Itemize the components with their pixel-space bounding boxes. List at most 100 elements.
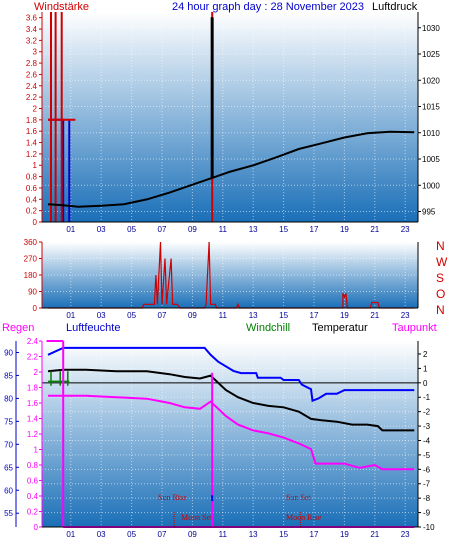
p1-x-tick-03: 03 xyxy=(97,225,106,234)
wind-tick-1.6: 1.6 xyxy=(26,127,38,136)
p2-x-tick-05: 05 xyxy=(127,311,136,320)
p2-x-tick-07: 07 xyxy=(158,311,167,320)
wind-tick-2.8: 2.8 xyxy=(26,59,38,68)
p2-x-tick-03: 03 xyxy=(97,311,106,320)
temp-tick-1: 1 xyxy=(423,364,428,373)
humidity-tick-75: 75 xyxy=(4,417,13,426)
rain-tick-0.2: 0.2 xyxy=(27,508,39,517)
wind-tick-2: 2 xyxy=(33,104,38,113)
p3-x-tick-07: 07 xyxy=(158,530,167,539)
direction-tick-270: 270 xyxy=(24,255,38,264)
dewpoint-label: Taupunkt xyxy=(392,322,437,334)
rain-label: Regen xyxy=(2,322,34,334)
direction-tick-360: 360 xyxy=(24,238,38,247)
p1-x-tick-01: 01 xyxy=(66,225,75,234)
p2-x-tick-11: 11 xyxy=(219,311,228,320)
p3-x-tick-03: 03 xyxy=(97,530,106,539)
wind-tick-3.4: 3.4 xyxy=(26,25,38,34)
rain-tick-1: 1 xyxy=(34,446,39,455)
humidity-label: Luftfeuchte xyxy=(66,322,120,334)
rain-tick-0: 0 xyxy=(34,523,39,532)
sun-set-label: Sun Set xyxy=(286,493,311,502)
axes-layer: 01 03 05 07 09 11 13 15 17 19 21 2300.20.40.60.811.… xyxy=(4,12,440,539)
wind-tick-1.8: 1.8 xyxy=(26,116,38,125)
rain-tick-0.4: 0.4 xyxy=(27,492,39,501)
p3-x-tick-01: 01 xyxy=(66,530,75,539)
rain-tick-0.6: 0.6 xyxy=(27,477,39,486)
temp-tick--5: -5 xyxy=(423,451,431,460)
direction-label-o: O xyxy=(436,287,445,301)
p2-x-tick-23: 23 xyxy=(401,311,410,320)
p1-x-tick-11: 11 xyxy=(219,225,228,234)
panel-wind-pressure xyxy=(42,12,418,222)
p1-x-tick-05: 05 xyxy=(127,225,136,234)
pressure-tick-1020: 1020 xyxy=(422,76,440,85)
p1-x-tick-23: 23 xyxy=(401,225,410,234)
wind-tick-0.8: 0.8 xyxy=(26,173,38,182)
p1-x-tick-19: 19 xyxy=(340,225,349,234)
p1-x-tick-07: 07 xyxy=(158,225,167,234)
direction-label-w: W xyxy=(436,255,448,269)
panel-wind-direction xyxy=(42,242,418,308)
temperature-line xyxy=(47,368,415,432)
temp-tick-0: 0 xyxy=(423,379,428,388)
direction-tick-90: 90 xyxy=(28,288,37,297)
p2-x-tick-01: 01 xyxy=(66,311,75,320)
wind-tick-1.4: 1.4 xyxy=(26,139,38,148)
humidity-tick-80: 80 xyxy=(4,394,13,403)
windchill-label: Windchill xyxy=(246,322,290,334)
wind-tick-2.2: 2.2 xyxy=(26,93,38,102)
temp-tick-2: 2 xyxy=(423,350,428,359)
temp-tick--1: -1 xyxy=(423,393,431,402)
temp-tick--10: -10 xyxy=(423,523,435,532)
dewpoint-line xyxy=(48,394,415,471)
temp-tick--6: -6 xyxy=(423,465,431,474)
wind-tick-1.2: 1.2 xyxy=(26,150,38,159)
direction-label-n1: N xyxy=(436,239,445,253)
temp-tick--2: -2 xyxy=(423,408,431,417)
p1-x-tick-13: 13 xyxy=(249,225,258,234)
wind-axis-label: Windstärke xyxy=(34,1,89,13)
p3-x-tick-09: 09 xyxy=(188,530,197,539)
wind-tick-2.4: 2.4 xyxy=(26,82,38,91)
p3-x-tick-23: 23 xyxy=(401,530,410,539)
rain-tick-1.6: 1.6 xyxy=(27,399,39,408)
temp-tick--4: -4 xyxy=(423,436,431,445)
pressure-tick-1005: 1005 xyxy=(422,155,440,164)
temp-tick--3: -3 xyxy=(423,422,431,431)
humidity-tick-90: 90 xyxy=(4,348,13,357)
rain-tick-0.8: 0.8 xyxy=(27,461,39,470)
humidity-tick-65: 65 xyxy=(4,463,13,472)
pressure-tick-1025: 1025 xyxy=(422,50,440,59)
humidity-tick-85: 85 xyxy=(4,371,13,380)
p2-x-tick-09: 09 xyxy=(188,311,197,320)
p1-x-tick-09: 09 xyxy=(188,225,197,234)
p2-x-tick-21: 21 xyxy=(370,311,379,320)
pressure-line xyxy=(47,130,415,208)
direction-tick-180: 180 xyxy=(24,271,38,280)
temp-tick--9: -9 xyxy=(423,509,431,518)
temp-tick--7: -7 xyxy=(423,480,431,489)
pressure-tick-1010: 1010 xyxy=(422,129,440,138)
pressure-tick-995: 995 xyxy=(422,208,436,217)
graph-title: 24 hour graph day : 28 November 2023 xyxy=(172,1,364,13)
p3-x-tick-17: 17 xyxy=(310,530,319,539)
sun-rise-label: Sun Rise xyxy=(158,493,187,502)
moon-rise-label: Moon Rise xyxy=(286,513,322,522)
marks-layer xyxy=(42,12,418,528)
wind-tick-3.6: 3.6 xyxy=(26,14,38,23)
p2-x-tick-13: 13 xyxy=(249,311,258,320)
p3-x-tick-21: 21 xyxy=(370,530,379,539)
wind-tick-0: 0 xyxy=(33,218,38,227)
pressure-tick-1015: 1015 xyxy=(422,103,440,112)
p3-x-tick-11: 11 xyxy=(219,530,228,539)
pressure-tick-1000: 1000 xyxy=(422,181,440,190)
humidity-line xyxy=(47,346,415,403)
humidity-tick-55: 55 xyxy=(4,509,13,518)
humidity-tick-70: 70 xyxy=(4,440,13,449)
rain-tick-1.8: 1.8 xyxy=(27,384,39,393)
rain-tick-1.4: 1.4 xyxy=(27,415,39,424)
wind-tick-2.6: 2.6 xyxy=(26,70,38,79)
p1-x-tick-21: 21 xyxy=(370,225,379,234)
